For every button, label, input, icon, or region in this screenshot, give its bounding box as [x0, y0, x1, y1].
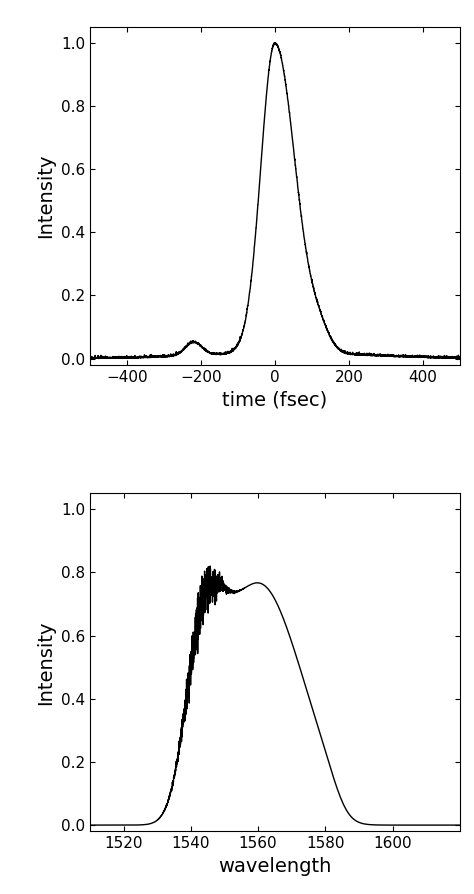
Y-axis label: Intensity: Intensity	[36, 154, 55, 238]
X-axis label: time (fsec): time (fsec)	[222, 391, 328, 409]
X-axis label: wavelength: wavelength	[218, 856, 332, 876]
Y-axis label: Intensity: Intensity	[36, 620, 55, 704]
